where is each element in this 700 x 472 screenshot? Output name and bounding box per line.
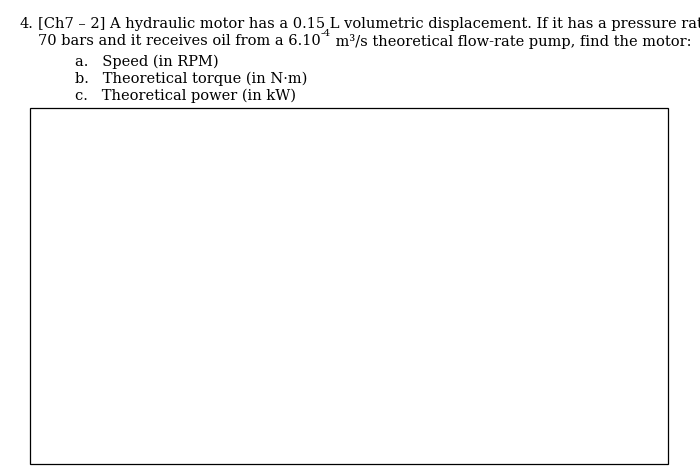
Text: 4.: 4.	[20, 17, 34, 31]
Text: a.   Speed (in RPM): a. Speed (in RPM)	[75, 55, 218, 69]
Text: [Ch7 – 2] A hydraulic motor has a 0.15 L volumetric displacement. If it has a pr: [Ch7 – 2] A hydraulic motor has a 0.15 L…	[38, 17, 700, 31]
Text: m³/s theoretical flow-rate pump, find the motor:: m³/s theoretical flow-rate pump, find th…	[331, 34, 692, 49]
Text: b.   Theoretical torque (in N·m): b. Theoretical torque (in N·m)	[75, 72, 307, 86]
Text: 70 bars and it receives oil from a 6.10: 70 bars and it receives oil from a 6.10	[38, 34, 321, 48]
Text: c.   Theoretical power (in kW): c. Theoretical power (in kW)	[75, 89, 296, 103]
FancyBboxPatch shape	[30, 108, 668, 464]
Text: -4: -4	[321, 29, 331, 38]
